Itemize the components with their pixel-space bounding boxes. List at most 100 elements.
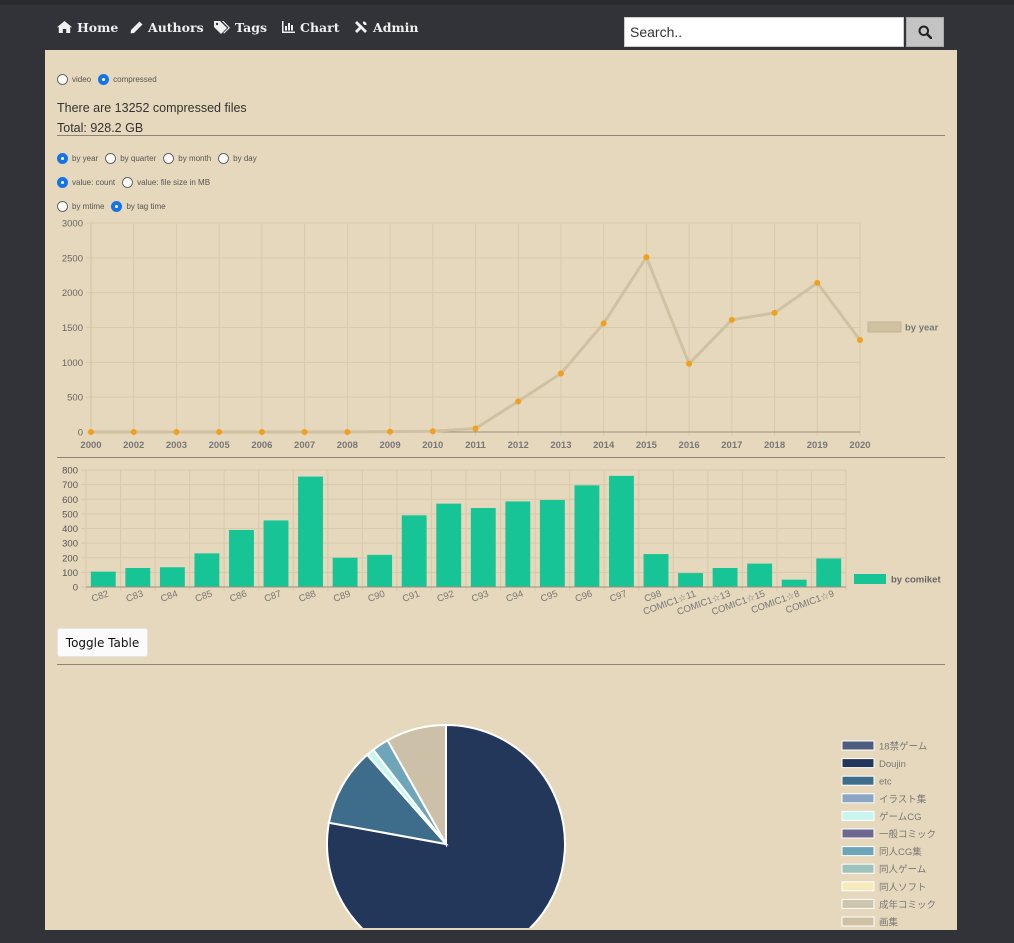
- x-tick-label: 2011: [465, 440, 486, 451]
- time-radio-group: by mtime by tag time: [57, 201, 173, 212]
- y-tick-label: 1500: [62, 323, 83, 334]
- x-tick-label: 2017: [721, 440, 742, 451]
- x-tick-label: 2000: [80, 440, 101, 451]
- radio-by-mtime[interactable]: by mtime: [57, 201, 104, 212]
- radio-by-mtime-label: by mtime: [72, 202, 105, 211]
- x-tick-label: 2006: [251, 440, 272, 451]
- bar-COMIC1☆9: [816, 558, 842, 587]
- data-point: [686, 360, 693, 367]
- x-tick-label: C97: [608, 588, 628, 604]
- nav-authors[interactable]: Authors: [130, 18, 204, 36]
- file-count-text: There are 13252 compressed files: [57, 101, 247, 115]
- tags-icon: [214, 20, 230, 34]
- data-point: [515, 398, 522, 405]
- radio-by-day[interactable]: by day: [218, 153, 257, 164]
- x-tick-label: 2018: [764, 440, 785, 451]
- radio-compressed[interactable]: compressed: [98, 74, 157, 85]
- legend-label: 一般コミック: [879, 829, 936, 841]
- content-panel: video compressed There are 13252 compres…: [45, 50, 957, 930]
- x-tick-label: C87: [263, 588, 283, 604]
- legend-swatch: [841, 916, 875, 927]
- bar-COMIC1☆11: [678, 573, 703, 587]
- data-point: [344, 429, 351, 435]
- radio-value-filesize[interactable]: value: file size in MB: [122, 177, 210, 188]
- data-point: [88, 429, 94, 435]
- bar-C82: [90, 571, 116, 587]
- bar-C84: [159, 567, 185, 587]
- radio-compressed-label: compressed: [113, 75, 157, 84]
- radio-by-year[interactable]: by year: [57, 153, 98, 164]
- nav-tags-label: Tags: [235, 19, 267, 35]
- data-point: [643, 254, 650, 261]
- nav-chart-label: Chart: [300, 19, 340, 35]
- radio-by-quarter[interactable]: by quarter: [105, 153, 156, 164]
- y-tick-label: 400: [62, 524, 78, 535]
- bar-C87: [263, 520, 289, 587]
- home-icon: [57, 21, 72, 33]
- data-point: [557, 370, 564, 377]
- comiket-bar-chart: 0 100 200 300 400 500 600 700 800 C82 C83 C84 C85 C86…: [62, 466, 941, 618]
- x-tick-label: C92: [436, 588, 456, 604]
- data-point: [600, 320, 607, 327]
- bar-C93: [470, 508, 496, 587]
- data-point: [472, 425, 479, 432]
- x-tick-label: C90: [367, 588, 387, 604]
- data-point: [771, 309, 778, 316]
- bar-COMIC1☆15: [747, 563, 773, 587]
- legend-swatch: [841, 740, 875, 751]
- legend-swatch: [841, 810, 875, 821]
- nav-admin[interactable]: Admin: [354, 18, 419, 36]
- legend-label: 画集: [879, 917, 899, 929]
- data-point: [258, 429, 265, 435]
- x-tick-label: C96: [574, 588, 594, 604]
- x-tick-label: C86: [228, 588, 248, 604]
- y-tick-label: 600: [62, 495, 78, 506]
- radio-by-tag-time[interactable]: by tag time: [111, 201, 166, 212]
- nav-home[interactable]: Home: [57, 18, 118, 36]
- nav-tags[interactable]: Tags: [214, 18, 267, 36]
- x-tick-label: 2007: [294, 440, 315, 451]
- x-tick-label: C88: [297, 588, 317, 604]
- bar-C91: [401, 515, 427, 587]
- toggle-table-button[interactable]: Toggle Table: [57, 628, 148, 657]
- total-size-text: Total: 928.2 GB: [57, 121, 144, 135]
- radio-value-count-label: value: count: [72, 178, 116, 187]
- x-tick-label: 2016: [679, 440, 700, 451]
- radio-value-count[interactable]: value: count: [57, 177, 115, 188]
- radio-by-month[interactable]: by month: [163, 153, 211, 164]
- pencil-icon: [130, 21, 143, 33]
- y-tick-label: 1000: [62, 358, 83, 369]
- bar-C98: [643, 554, 669, 587]
- legend-swatch: [841, 828, 875, 839]
- x-tick-label: C83: [125, 588, 145, 604]
- bar-C96: [574, 485, 600, 587]
- bar-C89: [332, 557, 358, 587]
- nav-authors-label: Authors: [148, 19, 204, 35]
- search-input[interactable]: [624, 17, 904, 47]
- x-tick-label: 2008: [337, 440, 358, 451]
- x-tick-label: 2009: [379, 440, 400, 451]
- legend-swatch: [841, 881, 875, 892]
- x-tick-label: C89: [332, 588, 352, 604]
- legend-swatch: [841, 898, 875, 909]
- nav-chart[interactable]: Chart: [282, 18, 340, 36]
- radio-video[interactable]: video: [57, 74, 91, 85]
- group-radio-group: by year by quarter by month by day: [57, 153, 264, 164]
- bar-C92: [436, 503, 462, 587]
- x-tick-label: C95: [539, 588, 559, 604]
- bar-COMIC1☆13: [712, 567, 738, 587]
- bar-C95: [539, 499, 565, 587]
- bar-C85: [194, 553, 220, 587]
- radio-by-year-label: by year: [72, 154, 99, 163]
- x-tick-label: C82: [90, 588, 110, 604]
- radio-value-filesize-label: value: file size in MB: [137, 178, 211, 187]
- bar-chart-icon: [282, 21, 295, 33]
- bar-C97: [609, 475, 634, 587]
- legend-label: 同人ソフト: [879, 882, 927, 893]
- y-tick-label: 0: [78, 428, 83, 439]
- x-tick-label: C84: [159, 588, 179, 604]
- search-button[interactable]: [906, 17, 944, 47]
- radio-by-day-label: by day: [233, 154, 257, 163]
- divider: [57, 664, 945, 665]
